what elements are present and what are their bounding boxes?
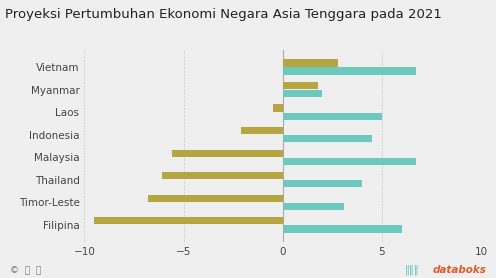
Bar xyxy=(273,105,283,112)
Bar xyxy=(148,195,283,202)
Bar xyxy=(283,113,382,120)
Bar xyxy=(283,203,344,210)
Bar xyxy=(283,82,318,89)
Bar xyxy=(172,150,283,157)
Bar xyxy=(283,68,416,75)
Bar xyxy=(162,172,283,179)
Text: Proyeksi Pertumbuhan Ekonomi Negara Asia Tenggara pada 2021: Proyeksi Pertumbuhan Ekonomi Negara Asia… xyxy=(5,8,442,21)
Bar xyxy=(283,59,338,66)
Text: ©  ⓘ  Ⓞ: © ⓘ Ⓞ xyxy=(10,266,41,275)
Text: ‖‖‖: ‖‖‖ xyxy=(405,265,419,275)
Bar xyxy=(283,225,402,233)
Bar xyxy=(283,180,362,187)
Bar xyxy=(283,158,416,165)
Text: databoks: databoks xyxy=(432,265,486,275)
Bar xyxy=(283,90,322,97)
Bar xyxy=(94,217,283,224)
Bar xyxy=(241,127,283,134)
Bar xyxy=(283,135,372,142)
